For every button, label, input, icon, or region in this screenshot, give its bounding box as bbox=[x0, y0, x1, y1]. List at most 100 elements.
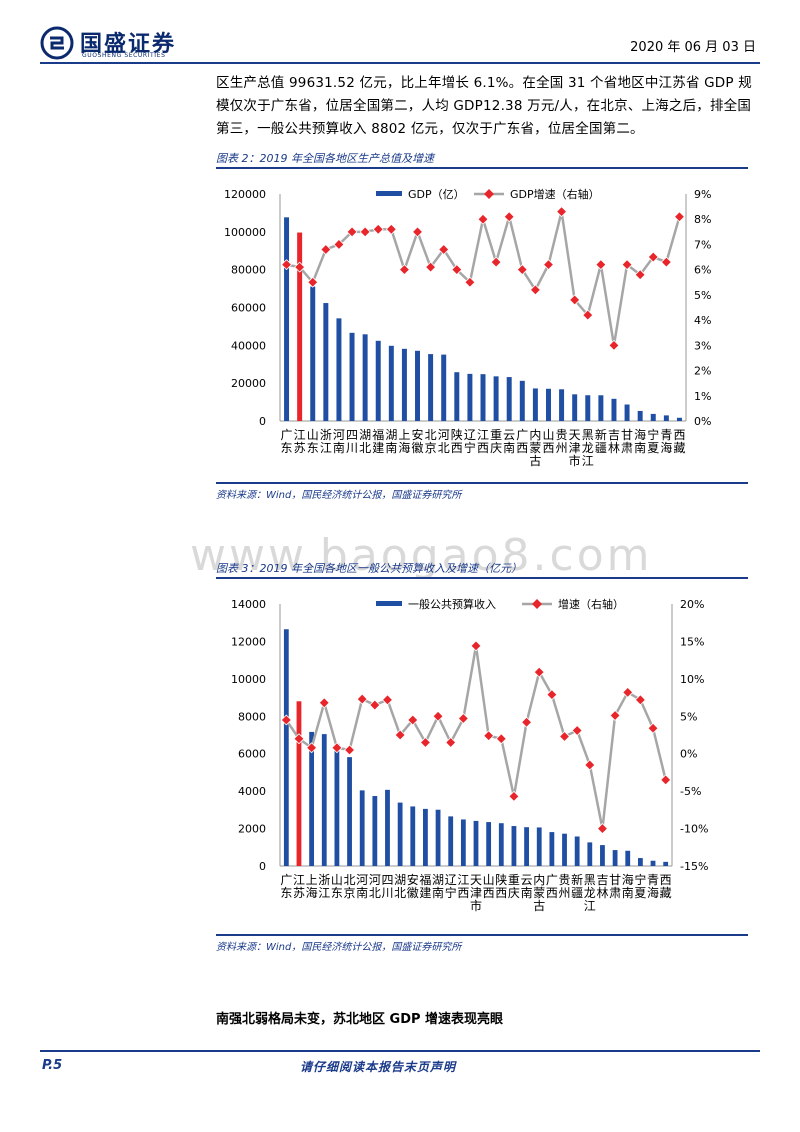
bar bbox=[473, 820, 479, 866]
x-tick-label: 福建 bbox=[419, 872, 431, 900]
bar bbox=[310, 286, 316, 421]
growth-point bbox=[331, 742, 343, 754]
x-tick-label: 上海 bbox=[306, 873, 318, 900]
growth-point bbox=[495, 733, 507, 745]
growth-point bbox=[542, 259, 554, 271]
growth-point bbox=[293, 733, 305, 745]
bar bbox=[650, 860, 656, 866]
bar bbox=[388, 345, 394, 421]
growth-point bbox=[372, 223, 384, 235]
footer-divider bbox=[40, 1050, 760, 1052]
figure2-bottom-rule bbox=[216, 482, 748, 484]
bar bbox=[524, 827, 529, 866]
x-tick-label: 海南 bbox=[634, 427, 646, 455]
growth-point bbox=[569, 294, 581, 306]
growth-point bbox=[609, 710, 621, 722]
growth-point bbox=[634, 269, 646, 281]
company-logo-text: 国盛证券 bbox=[80, 32, 177, 57]
y2-tick-label: 0% bbox=[680, 748, 697, 761]
bar bbox=[519, 380, 525, 421]
x-tick-label: 西藏 bbox=[660, 873, 672, 900]
x-tick-label: 安徽 bbox=[412, 427, 424, 455]
y-tick-label: 8000 bbox=[238, 710, 266, 723]
y2-tick-label: 5% bbox=[694, 289, 711, 302]
x-tick-label: 湖南 bbox=[432, 872, 444, 900]
bar bbox=[493, 376, 499, 421]
y2-tick-label: 2% bbox=[694, 365, 711, 378]
y-tick-label: 80000 bbox=[231, 264, 266, 277]
bar bbox=[321, 734, 327, 866]
bar bbox=[283, 629, 289, 866]
growth-point bbox=[470, 640, 482, 652]
bar bbox=[362, 334, 368, 421]
growth-point bbox=[571, 724, 583, 737]
y2-tick-label: 7% bbox=[694, 238, 711, 251]
x-tick-label: 河北 bbox=[369, 873, 381, 900]
bar bbox=[336, 318, 342, 421]
bar bbox=[559, 389, 565, 421]
x-tick-label: 宁夏 bbox=[647, 427, 659, 455]
bar bbox=[637, 858, 643, 866]
growth-point bbox=[294, 261, 306, 273]
y2-tick-label: 15% bbox=[680, 635, 704, 648]
x-tick-label: 黑龙江 bbox=[584, 873, 596, 913]
figure3-source: 资料来源：Wind，国民经济统计公报，国盛证券研究所 bbox=[216, 942, 462, 953]
y2-tick-label: 0% bbox=[694, 415, 711, 428]
x-tick-label: 贵州 bbox=[559, 873, 571, 900]
growth-point bbox=[432, 710, 444, 722]
growth-point bbox=[660, 256, 672, 268]
bar bbox=[334, 743, 340, 866]
x-tick-label: 甘肃 bbox=[609, 873, 621, 900]
x-tick-label: 天津市 bbox=[470, 873, 482, 913]
bar bbox=[397, 802, 403, 866]
bar bbox=[385, 789, 390, 866]
growth-point bbox=[483, 730, 495, 742]
bar bbox=[587, 842, 593, 866]
growth-point bbox=[556, 206, 568, 218]
x-tick-label: 江西 bbox=[457, 873, 469, 900]
y2-tick-label: 20% bbox=[680, 598, 704, 611]
growth-point bbox=[608, 339, 620, 351]
growth-point bbox=[503, 211, 515, 223]
y-tick-label: 40000 bbox=[231, 339, 266, 352]
x-tick-label: 云南 bbox=[503, 428, 515, 455]
growth-point bbox=[559, 730, 571, 743]
x-tick-label: 山西 bbox=[483, 873, 495, 900]
bar bbox=[441, 354, 447, 421]
growth-point bbox=[533, 666, 545, 678]
x-tick-label: 陕西 bbox=[495, 872, 507, 900]
y2-tick-label: 10% bbox=[680, 673, 704, 686]
y-tick-label: 20000 bbox=[231, 377, 266, 390]
x-tick-label: 重庆 bbox=[508, 873, 520, 900]
growth-point bbox=[445, 736, 457, 749]
growth-point bbox=[673, 211, 685, 223]
section-heading: 南强北弱格局未变，苏北地区 GDP 增速表现亮眼 bbox=[216, 1012, 504, 1027]
x-tick-label: 辽宁 bbox=[445, 873, 457, 900]
growth-point bbox=[582, 309, 594, 321]
x-tick-label: 四川 bbox=[346, 428, 358, 455]
legend-line-marker bbox=[484, 189, 494, 199]
bar bbox=[545, 388, 551, 421]
bar bbox=[611, 398, 617, 421]
x-tick-label: 宁夏 bbox=[634, 872, 646, 900]
x-tick-label: 西藏 bbox=[673, 428, 685, 455]
legend-bar-label: GDP（亿） bbox=[408, 188, 465, 201]
x-tick-label: 浙江 bbox=[318, 873, 330, 900]
growth-point bbox=[516, 264, 528, 276]
bar bbox=[410, 806, 416, 866]
gdp-chart: 0 20000 40000 60000 80000 100000 120000 0% 1% 2% 3… bbox=[224, 187, 711, 468]
growth-point bbox=[407, 714, 419, 726]
growth-point bbox=[394, 729, 406, 741]
y2-tick-label: 4% bbox=[694, 314, 711, 327]
growth-point bbox=[280, 714, 292, 726]
y-tick-label: 10000 bbox=[231, 673, 266, 686]
x-tick-label: 北京 bbox=[425, 428, 437, 455]
legend-line-label: GDP增速（右轴） bbox=[510, 187, 600, 201]
x-tick-label: 江苏 bbox=[293, 873, 305, 900]
bar bbox=[423, 808, 428, 866]
bar bbox=[486, 822, 492, 866]
bar bbox=[297, 232, 303, 421]
x-tick-label: 四川 bbox=[381, 873, 393, 900]
bar bbox=[415, 350, 421, 421]
growth-point bbox=[634, 694, 646, 706]
